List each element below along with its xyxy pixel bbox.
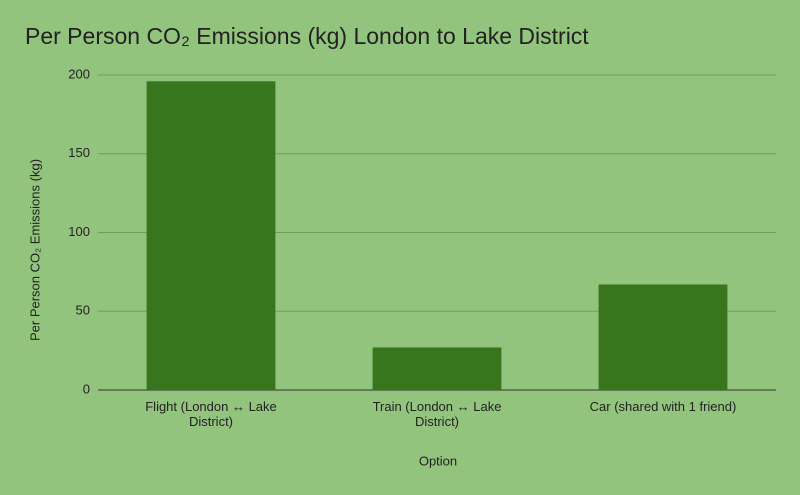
- chart-title: Per Person CO₂ Emissions (kg) London to …: [25, 23, 589, 49]
- x-axis-title: Option: [419, 453, 457, 468]
- y-tick-label: 150: [68, 145, 90, 160]
- y-axis-title: Per Person CO₂ Emissions (kg): [27, 159, 42, 341]
- y-tick-label: 0: [83, 381, 90, 396]
- bar: [372, 347, 502, 390]
- y-tick-label: 50: [76, 303, 90, 318]
- bar: [598, 284, 728, 390]
- y-tick-label: 200: [68, 66, 90, 81]
- y-tick-label: 100: [68, 224, 90, 239]
- x-tick-label: Train (London ↔ Lake District): [372, 399, 502, 429]
- bar: [146, 81, 276, 391]
- x-tick-label: Car (shared with 1 friend): [589, 399, 737, 414]
- x-tick-label: Flight (London ↔ Lake District): [145, 399, 277, 429]
